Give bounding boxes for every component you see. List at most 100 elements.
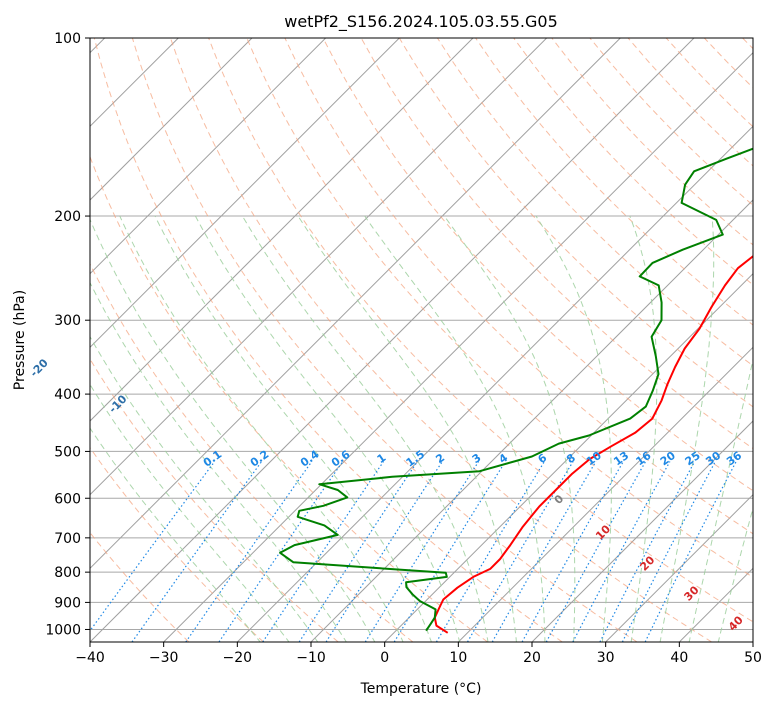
mixing-ratio-line [325, 461, 443, 642]
dry-adiabat-line [513, 38, 753, 286]
y-tick-label: 100 [54, 31, 81, 47]
isotherm-line [531, 420, 753, 642]
mixing-ratio-line [393, 461, 506, 642]
mixing-ratio-line [521, 461, 624, 642]
dry-adiabat-line [436, 38, 753, 367]
dry-adiabat-line [90, 155, 488, 642]
dry-adiabat-line [589, 38, 753, 206]
dry-adiabat-line [131, 38, 638, 642]
x-tick-label: 10 [449, 650, 467, 666]
isotherm-line [90, 38, 548, 496]
moist-adiabat-line [659, 215, 715, 642]
dry-adiabat-label: -20 [28, 356, 51, 379]
mixing-ratio-line [262, 461, 384, 642]
mixing-ratio-label: 2 [433, 451, 447, 466]
y-tick-label: 400 [54, 387, 81, 403]
x-tick-label: −30 [149, 650, 179, 666]
moist-adiabat-line [688, 356, 753, 642]
y-tick-label: 900 [54, 595, 81, 611]
y-tick-label: 300 [54, 313, 81, 329]
dry-adiabat-line [284, 38, 753, 535]
dry-adiabat-line [90, 531, 190, 642]
plot-frame [89, 37, 754, 643]
mixing-ratio-line [364, 461, 480, 642]
x-tick-label: −40 [75, 650, 105, 666]
mixing-ratio-line [599, 461, 696, 642]
moist-adiabat-line [364, 215, 546, 642]
moist-adiabat-line [90, 427, 261, 642]
mixing-ratio-line [491, 461, 597, 642]
mixing-ratio-label: 3 [470, 451, 484, 466]
isotherm-line [605, 493, 753, 642]
mixing-ratio-line [131, 461, 263, 642]
moist-adiabat-line [119, 215, 404, 642]
isotherm-line [236, 125, 753, 642]
dry-adiabat-line [90, 262, 414, 642]
isotherm-line [90, 38, 400, 349]
mixing-ratio-line [644, 461, 737, 642]
x-axis-label: Temperature (°C) [360, 681, 482, 697]
mixing-ratio-line [185, 461, 313, 642]
x-tick-label: 20 [523, 650, 541, 666]
dry-adiabat-line [90, 358, 339, 642]
isotherm-line [678, 567, 753, 642]
mixing-ratio-line [90, 461, 216, 632]
moist-adiabat-label: 0 [552, 492, 567, 507]
dry-adiabat-line [93, 38, 563, 642]
isotherm-line [163, 51, 753, 642]
y-axis-label: Pressure (hPa) [12, 290, 28, 390]
dry-adiabat-line [322, 38, 753, 492]
y-tick-label: 700 [54, 531, 81, 547]
mixing-ratio-line [298, 461, 418, 642]
moist-adiabat-line [90, 281, 347, 642]
y-tick-label: 500 [54, 444, 81, 460]
moist-adiabat-label: 20 [637, 553, 657, 573]
x-tick-label: 40 [670, 650, 688, 666]
chart-title: wetPf2_S156.2024.105.03.55.G05 [284, 12, 558, 32]
x-tick-label: −20 [223, 650, 253, 666]
isotherm-line [310, 199, 753, 642]
dry-adiabat-line [170, 38, 712, 642]
moist-adiabat-line [194, 215, 461, 642]
dry-adiabat-line [742, 38, 753, 50]
dry-adiabat-line [246, 38, 753, 578]
moist-adiabat-line [90, 218, 376, 642]
mixing-ratio-line [572, 461, 671, 642]
x-tick-label: 0 [380, 650, 389, 666]
moist-adiabat-line [629, 215, 658, 642]
isotherm-line [752, 641, 753, 642]
isotherm-line [90, 38, 474, 422]
x-tick-label: −10 [296, 650, 326, 666]
dry-adiabat-line [475, 38, 753, 326]
isotherm-line [90, 38, 327, 275]
mixing-ratio-label: 8 [564, 451, 578, 466]
moist-adiabat-line [90, 383, 290, 642]
y-tick-label: 800 [54, 565, 81, 581]
dewpoint-profile [279, 147, 753, 632]
y-tick-label: 200 [54, 209, 81, 225]
moist-adiabat-line [443, 215, 576, 642]
y-tick-label: 1000 [45, 622, 81, 638]
mixing-ratio-line [545, 461, 647, 642]
x-tick-label: 50 [744, 650, 762, 666]
temperature-profile [433, 254, 753, 634]
mixing-ratio-label: 0.6 [329, 448, 353, 470]
moist-adiabat-line [535, 215, 612, 642]
moist-adiabat-line [154, 215, 432, 642]
dry-adiabat-line [703, 38, 753, 89]
isotherm-line [90, 38, 621, 570]
y-tick-label: 600 [54, 491, 81, 507]
moist-adiabat-label: 40 [726, 613, 746, 633]
x-tick-label: 30 [597, 650, 615, 666]
mixing-ratio-line [621, 461, 716, 642]
isotherm-line [384, 272, 753, 642]
isotherm-line [90, 38, 253, 201]
mixing-ratio-label: 0.4 [298, 448, 322, 470]
isotherm-line [90, 38, 695, 642]
mixing-ratio-label: 6 [536, 451, 550, 466]
dry-adiabat-line [665, 38, 753, 128]
mixing-ratio-label: 1 [375, 451, 389, 466]
moist-adiabat-line [90, 335, 319, 642]
dry-adiabat-line [90, 446, 264, 642]
